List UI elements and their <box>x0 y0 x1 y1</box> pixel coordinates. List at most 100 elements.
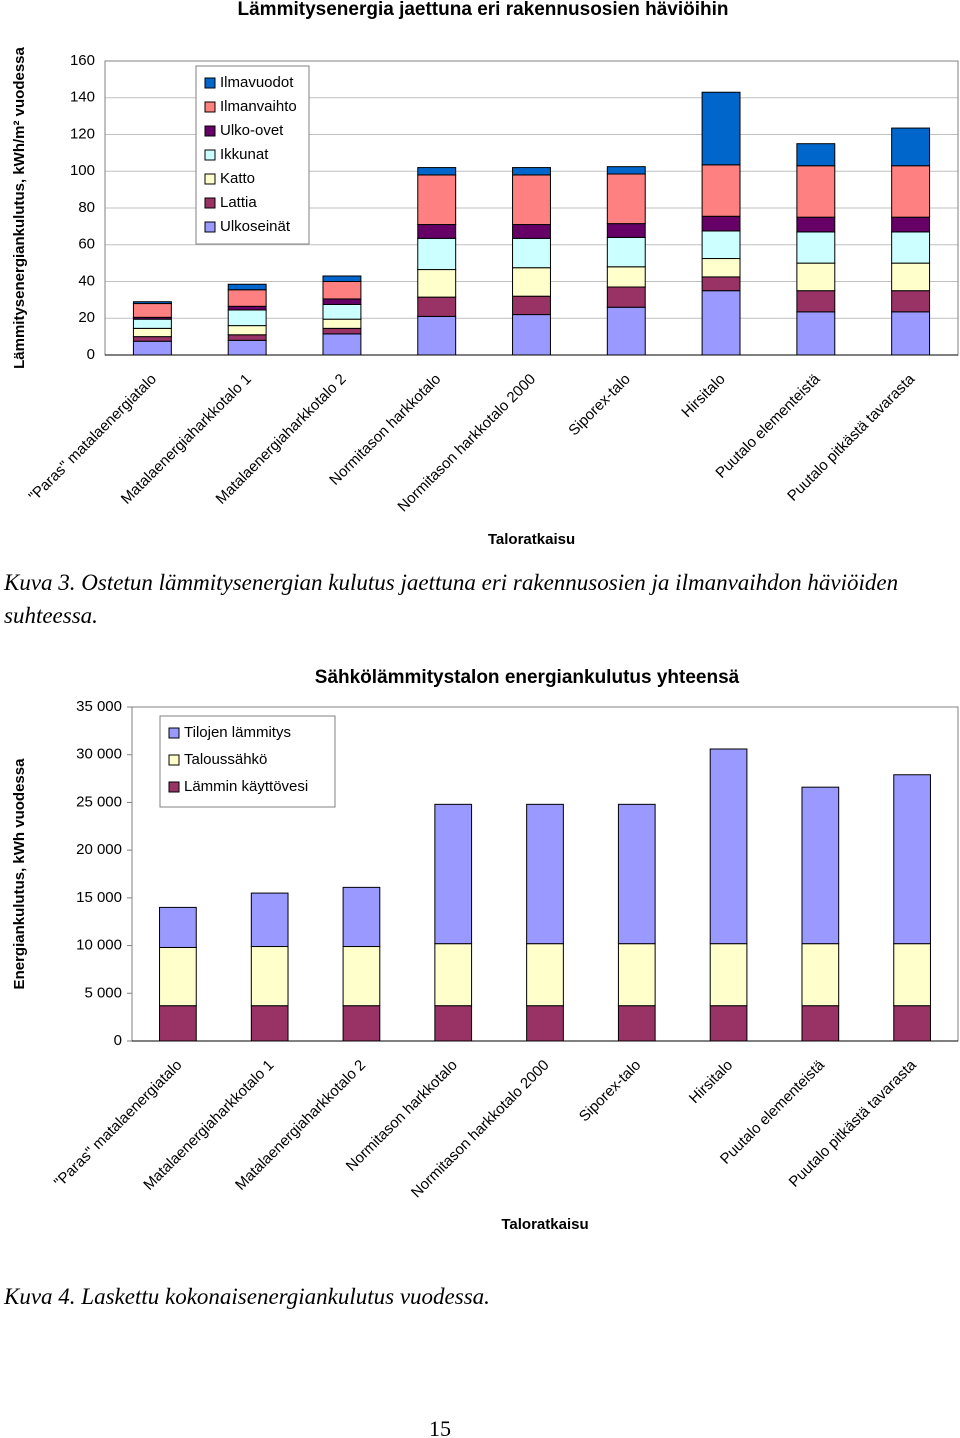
bar-segment <box>701 215 741 232</box>
legend-swatch <box>168 754 180 766</box>
x-axis-label: Taloratkaisu <box>501 1216 588 1233</box>
y-axis-label: Lämmitysenergiankulutus, kWh/m² vuodessa <box>11 46 28 368</box>
legend-swatch <box>204 125 216 137</box>
bar-segment <box>617 1005 656 1042</box>
y-tick-label: 160 <box>70 52 95 69</box>
bar-segment <box>417 224 457 239</box>
bar-segment <box>132 340 172 356</box>
x-tick-label: Hirsitalo <box>686 1057 736 1107</box>
bar-segment <box>227 325 267 336</box>
bar-segment <box>801 943 840 1007</box>
bar-segment <box>709 943 748 1007</box>
x-tick-label: Siporex-talo <box>565 371 634 440</box>
bar-segment <box>526 943 564 1007</box>
bar-segment <box>227 283 267 291</box>
y-tick-label: 80 <box>78 199 95 216</box>
bar-segment <box>796 165 836 218</box>
chart-title: Lämmitysenergia jaettuna eri rakennusosi… <box>238 0 729 20</box>
bar-segment <box>796 290 836 313</box>
caption: Kuva 4. Laskettu kokonaisenergiankulutus… <box>4 1284 490 1309</box>
legend-swatch <box>204 173 216 185</box>
legend-label: Tilojen lämmitys <box>184 724 291 741</box>
bar-segment <box>342 886 381 948</box>
bar-segment <box>159 1005 197 1042</box>
x-tick-label: Hirsitalo <box>678 371 728 421</box>
y-tick-label: 0 <box>87 346 95 363</box>
bar-segment <box>227 305 267 311</box>
bar-segment <box>512 224 551 239</box>
bar-segment <box>512 314 551 356</box>
bar-segment <box>701 91 741 166</box>
bar-segment <box>796 262 836 292</box>
bar-segment <box>512 167 551 176</box>
bar-segment <box>701 276 741 292</box>
x-tick-label: Puutalo elementeistä <box>717 1056 829 1168</box>
bar-segment <box>132 327 172 338</box>
bar-segment <box>227 309 267 327</box>
y-tick-label: 40 <box>78 272 95 289</box>
y-tick-label: 60 <box>78 236 95 253</box>
bar-segment <box>701 258 741 278</box>
bar-segment <box>434 943 473 1007</box>
y-tick-label: 20 <box>78 309 95 326</box>
bar-segment <box>159 946 197 1007</box>
bar-segment <box>132 318 172 329</box>
page-number: 15 <box>429 1416 451 1438</box>
legend-swatch <box>168 781 180 793</box>
bar-segment <box>132 303 172 318</box>
y-tick-label: 10 000 <box>76 937 122 954</box>
bar-segment <box>322 275 362 282</box>
bar-segment <box>701 164 741 217</box>
legend-label: Ulkoseinät <box>220 218 291 235</box>
legend-label: Taloussähkö <box>184 751 267 768</box>
bar-segment <box>526 1005 564 1042</box>
bar-segment <box>891 165 931 218</box>
bar-segment <box>606 286 646 308</box>
bar-segment <box>526 803 564 945</box>
bar-segment <box>434 1005 473 1042</box>
bar-segment <box>250 1005 289 1042</box>
legend-swatch <box>204 197 216 209</box>
y-tick-label: 35 000 <box>76 698 122 715</box>
bar-segment <box>417 315 457 356</box>
legend-label: Ilmanvaihto <box>220 98 297 115</box>
y-tick-label: 30 000 <box>76 746 122 763</box>
bar-segment <box>796 216 836 233</box>
bar-segment <box>322 298 362 305</box>
bar-segment <box>893 943 931 1007</box>
bar-segment <box>606 173 646 225</box>
bar-segment <box>891 262 931 292</box>
y-tick-label: 5 000 <box>84 984 122 1001</box>
bar-segment <box>512 295 551 316</box>
bar-segment <box>322 281 362 300</box>
bar-segment <box>606 266 646 288</box>
bar-segment <box>132 336 172 342</box>
bar-segment <box>417 167 457 176</box>
y-tick-label: 100 <box>70 162 95 179</box>
bar-segment <box>606 306 646 356</box>
y-tick-label: 15 000 <box>76 889 122 906</box>
bar-segment <box>617 803 656 945</box>
bar-segment <box>417 269 457 298</box>
bar-segment <box>617 943 656 1007</box>
bar-segment <box>132 301 172 305</box>
y-tick-label: 120 <box>70 125 95 142</box>
y-tick-label: 20 000 <box>76 841 122 858</box>
bar-segment <box>512 237 551 269</box>
bar-segment <box>434 803 473 945</box>
bar-segment <box>796 311 836 356</box>
bar-segment <box>512 267 551 297</box>
bar-segment <box>891 290 931 313</box>
bar-segment <box>891 231 931 264</box>
bar-segment <box>801 1005 840 1042</box>
bar-segment <box>606 223 646 238</box>
bar-segment <box>891 216 931 233</box>
legend-swatch <box>204 101 216 113</box>
bar-segment <box>322 303 362 320</box>
bar-segment <box>893 774 931 945</box>
bar-segment <box>159 906 197 948</box>
bar-segment <box>796 231 836 264</box>
bar-segment <box>796 143 836 167</box>
bar-segment <box>342 1005 381 1042</box>
